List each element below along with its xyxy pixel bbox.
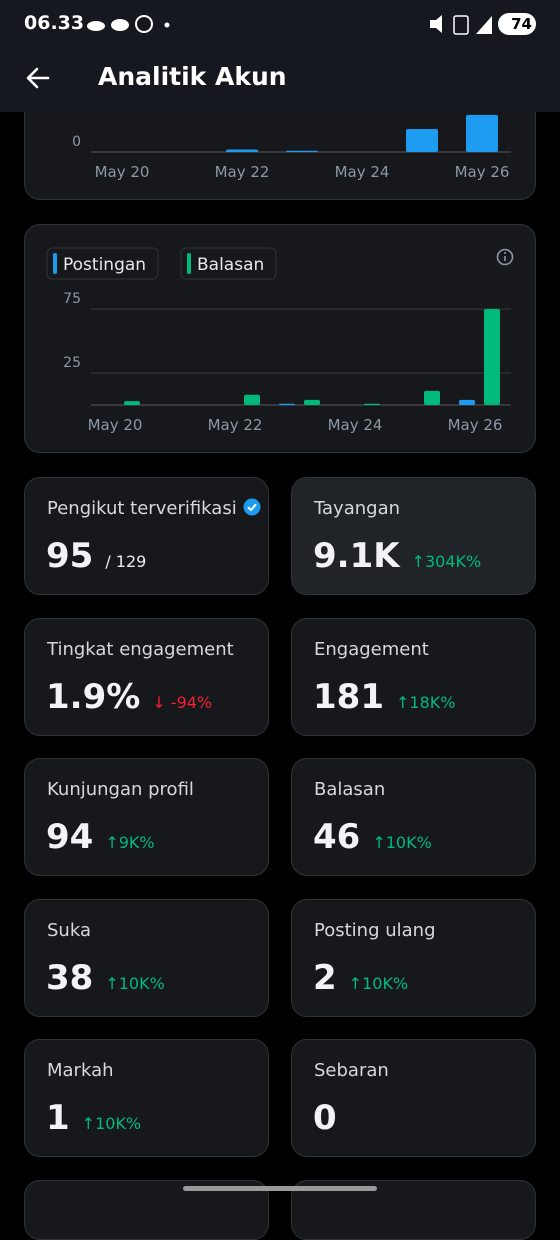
stat-label: Tayangan [314,498,401,519]
stat-label: Posting ulang [314,919,436,941]
stat-card: Balasan 46 ↑10K% [291,758,536,876]
stat-change: ↓ -94% [152,692,213,712]
bar [304,399,320,405]
stat-change: ↑304K% [411,552,482,571]
stat-change: ↑10K% [105,973,165,993]
stat-label: Sebaran [314,1060,389,1081]
bar [244,394,260,405]
stat-change: ↑10K% [372,833,432,852]
legend-swatch [53,253,57,274]
info-icon-dot [504,252,506,254]
verified-badge [243,498,261,516]
bar [364,403,380,405]
stat-label: Markah [47,1060,114,1081]
chart: 25 75 May 20 May 22 May 24 May 26 Postingan Bal… [46,247,514,434]
stat-card: Pengikut terverifikasi 95 / 129 [24,477,269,595]
stat-label: Pengikut terverifikasi [47,498,261,519]
legend-label: Balasan [197,255,264,275]
bar [406,128,438,152]
stat-value: 1.9% [46,676,141,717]
stat-value: 9.1K [313,536,400,576]
x-tick-label: May 22 [215,163,270,181]
stat-label: Kunjungan profil [47,779,194,800]
bar [124,401,140,405]
stat-change: ↑9K% [105,833,155,852]
bar [459,399,475,405]
legend-box[interactable] [46,247,159,280]
back-button[interactable] [24,66,52,90]
legend-label: Postingan [63,255,146,275]
stat-card: Engagement 181 ↑18K% [291,617,536,736]
x-tick-label: May 26 [448,416,503,434]
stat-value: 181 [313,676,384,717]
stat-value-row: 181 ↑18K% [313,677,455,717]
stat-label: Engagement [314,638,429,660]
stat-label: Suka [47,919,91,941]
chart-card: 25 75 May 20 May 22 May 24 May 26 Postingan Bal… [24,224,536,453]
stat-value: 0 [313,1098,337,1138]
stat-value-row: 94 ↑9K% [46,817,155,857]
stat-value-row: 9.1K ↑304K% [313,536,481,576]
bar [466,114,498,152]
x-tick-label: May 26 [455,163,510,181]
stat-label: Tingkat engagement [47,638,234,660]
signal-icons [430,15,492,35]
bar [484,309,500,405]
info-icon[interactable] [496,248,514,266]
stat-change: ↑10K% [81,1114,142,1133]
bar [424,390,440,405]
x-tick-label: May 24 [335,163,390,181]
stat-card: Suka 38 ↑10K% [24,898,269,1017]
x-tick-label: May 22 [208,416,263,434]
stat-label: Balasan [314,779,386,800]
page-title: Analitik Akun [98,62,287,91]
status-icons [87,15,170,33]
stat-value: 2 [313,957,337,998]
bar [226,149,258,152]
y-tick-label: 75 [63,291,81,307]
y-tick-label: 0 [72,134,81,150]
home-indicator [183,1186,377,1191]
stat-value: 94 [46,817,94,857]
stat-value-row: 0 [313,1098,337,1138]
y-tick-label: 25 [63,355,81,371]
stat-card: Markah 1 ↑10K% [24,1039,269,1157]
x-tick-label: May 20 [95,163,150,181]
stat-total: / 129 [105,552,147,571]
stat-value-row: 95 / 129 [46,536,146,576]
stat-change: ↑10K% [348,973,409,993]
stat-value: 95 [46,536,94,576]
stat-value-row: 46 ↑10K% [313,817,432,857]
top-bar: 06.33 74 Analitik Akun [0,0,560,112]
stat-value: 38 [46,957,94,998]
chart: 0 May 20 May 22 May 24 May 26 [72,114,511,181]
stat-value: 1 [46,1098,70,1138]
stat-card: Sebaran 0 [291,1039,536,1157]
bar [279,403,295,405]
stat-card: Tingkat engagement 1.9% ↓ -94% [24,617,269,736]
x-tick-label: May 20 [88,416,143,434]
stat-value-row: 1.9% ↓ -94% [46,677,212,717]
status-time: 06.33 [24,12,85,34]
stat-value-row: 2 ↑10K% [313,958,408,998]
stat-card: Kunjungan profil 94 ↑9K% [24,758,269,876]
legend-box[interactable] [180,247,277,280]
battery: 74 [498,13,536,35]
bar [286,150,318,152]
stat-value: 46 [313,817,361,857]
stat-value-row: 1 ↑10K% [46,1098,141,1138]
stat-value-row: 38 ↑10K% [46,958,165,998]
legend-swatch [187,253,191,274]
stat-change: ↑18K% [395,692,456,712]
x-tick-label: May 24 [328,416,383,434]
stat-card: Tayangan 9.1K ↑304K% [291,477,536,595]
stat-card: Posting ulang 2 ↑10K% [291,898,536,1017]
